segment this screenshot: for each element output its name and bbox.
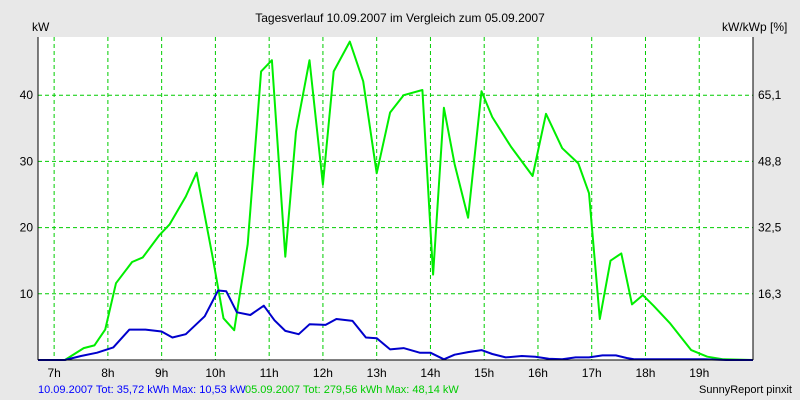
x-tick-label: 19h (689, 366, 709, 380)
x-tick-label: 7h (47, 366, 60, 380)
y-tick-label-left: 20 (20, 221, 34, 235)
y-tick-label-right: 65,1 (758, 88, 782, 102)
series-line-10-09-2007 (38, 289, 753, 361)
series-line-05-09-2007 (38, 40, 754, 361)
footer-green-summary: 05.09.2007 Tot: 279,56 kWh Max: 48,14 kW (245, 384, 459, 396)
footer-blue-summary: 10.09.2007 Tot: 35,72 kWh Max: 10,53 kW (38, 384, 246, 396)
plot-area (38, 37, 753, 360)
chart-title: Tagesverlauf 10.09.2007 im Vergleich zum… (255, 11, 545, 25)
x-tick-label: 12h (313, 366, 333, 380)
footer-credit: SunnyReport pinxit (699, 384, 792, 396)
x-tick-label: 15h (474, 366, 494, 380)
x-tick-label: 18h (635, 366, 655, 380)
tick-labels: 7h 8h 9h 10h 11h 12h 13h 14h 15h 16h 17h 18h 19h 10 20… (20, 88, 782, 380)
footer: 10.09.2007 Tot: 35,72 kWh Max: 10,53 kW … (0, 380, 800, 400)
x-tick-label: 14h (420, 366, 440, 380)
x-tick-label: 17h (582, 366, 602, 380)
y-axis-left-label: kW (32, 20, 50, 34)
y-axis-right-label: kW/kWp [%] (722, 20, 787, 34)
y-tick-label-right: 48,8 (758, 154, 782, 168)
y-tick-label-right: 16,3 (758, 287, 782, 301)
x-tick-label: 16h (528, 366, 548, 380)
y-tick-label-right: 32,5 (758, 221, 782, 235)
y-tick-label-left: 40 (20, 88, 34, 102)
chart-canvas: 7h 8h 9h 10h 11h 12h 13h 14h 15h 16h 17h 18h 19h 10 20… (20, 11, 788, 380)
x-tick-label: 13h (367, 366, 387, 380)
x-tick-label: 11h (260, 366, 279, 380)
x-tick-label: 8h (101, 366, 114, 380)
x-tick-label: 9h (155, 366, 168, 380)
y-tick-label-left: 10 (20, 287, 34, 301)
grid-lines (38, 37, 753, 360)
x-tick-label: 10h (205, 366, 225, 380)
y-tick-label-left: 30 (20, 154, 34, 168)
series-group (38, 40, 754, 361)
